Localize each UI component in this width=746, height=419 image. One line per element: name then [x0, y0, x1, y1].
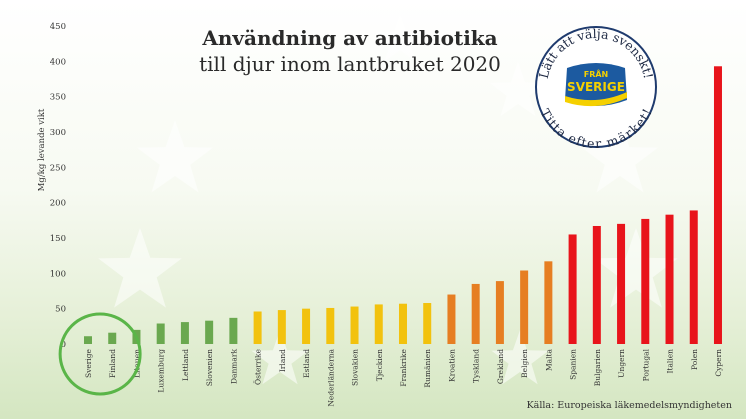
- x-tick-label: Frankrike: [399, 348, 408, 386]
- background-stars: [98, 14, 678, 385]
- x-tick-label: Italien: [666, 349, 675, 374]
- bar-Rumänien: [423, 303, 432, 344]
- x-tick-label: Danmark: [229, 349, 238, 384]
- y-tick-label: 250: [50, 163, 66, 173]
- x-tick-label: Portugal: [641, 348, 650, 381]
- bar-Luxemburg: [156, 323, 165, 344]
- background-star: [582, 120, 658, 193]
- background-star: [98, 228, 182, 308]
- bar-Ungern: [617, 223, 626, 344]
- bar-Estland: [302, 308, 311, 344]
- x-tick-label: Slovenien: [205, 349, 214, 386]
- bar-Slovakien: [350, 306, 359, 344]
- x-tick-label: Litauen: [132, 349, 141, 378]
- bar-Belgien: [520, 270, 529, 344]
- y-tick-label: 350: [50, 93, 66, 103]
- x-tick-label: Tyskland: [472, 349, 481, 383]
- x-tick-label: Kroatien: [447, 349, 456, 382]
- bar-Malta: [544, 261, 553, 344]
- source-note: Källa: Europeiska läkemedelsmyndigheten: [526, 400, 732, 411]
- y-tick-label: 0: [61, 340, 66, 350]
- y-tick-label: 200: [50, 199, 66, 209]
- background-star: [594, 228, 678, 308]
- logo-line2: SVERIGE: [567, 80, 625, 94]
- x-tick-label: Estland: [302, 349, 311, 378]
- bar-Nederländerna: [326, 307, 335, 344]
- bar-Italien: [665, 214, 674, 344]
- bar-Sverige: [84, 336, 92, 344]
- bar-Spanien: [568, 234, 577, 344]
- bar-Kroatien: [447, 294, 456, 344]
- y-tick-label: 50: [55, 305, 66, 315]
- x-tick-label: Belgien: [520, 349, 529, 378]
- bar-Österrike: [253, 311, 262, 344]
- x-tick-label: Malta: [544, 348, 553, 371]
- x-tick-label: Cypern: [714, 349, 723, 377]
- x-tick-label: Polen: [690, 349, 699, 370]
- y-tick-label: 400: [50, 57, 66, 67]
- bar-Grekland: [495, 281, 504, 344]
- highlight-circle-group: [58, 312, 142, 396]
- x-tick-label: Tjeckien: [375, 349, 384, 381]
- bar-Slovenien: [205, 320, 214, 344]
- y-axis: 0 50 100 150 200 250 300 350 400 450: [50, 22, 66, 350]
- background-star: [375, 14, 425, 61]
- bar-Frankrike: [398, 303, 407, 344]
- x-tick-label: Irland: [278, 349, 287, 372]
- y-tick-label: 300: [50, 128, 66, 138]
- bar-Tyskland: [471, 283, 480, 344]
- highlight-circle: [58, 312, 142, 396]
- bar-Danmark: [229, 317, 238, 344]
- background-star: [491, 330, 549, 385]
- background-star: [137, 120, 213, 193]
- x-tick-label: Spanien: [569, 349, 578, 380]
- x-tick-label: Lettland: [181, 349, 190, 381]
- bar-Portugal: [641, 218, 650, 344]
- fran-sverige-logo: FRÅN SVERIGE: [565, 63, 627, 107]
- x-tick-label: Slovakien: [351, 349, 360, 386]
- y-tick-label: 150: [50, 234, 66, 244]
- x-tick-label: Bulgarien: [593, 349, 602, 386]
- x-tick-label: Grekland: [496, 349, 505, 384]
- bar-Tjeckien: [374, 304, 383, 344]
- bar-Lettland: [180, 322, 189, 344]
- chart-title: Användning av antibiotika: [202, 26, 498, 50]
- x-tick-label: Rumänien: [423, 349, 432, 388]
- bar-Bulgarien: [592, 225, 601, 344]
- y-axis-label: Mg/kg levande vikt: [37, 108, 47, 191]
- x-tick-label: Österrike: [254, 348, 263, 385]
- x-axis: Sverige Finland Litauen Luxemburg Lettland Sl…: [84, 348, 723, 406]
- bar-Polen: [689, 210, 698, 344]
- x-tick-label: Ungern: [617, 349, 626, 378]
- y-tick-label: 450: [50, 22, 66, 32]
- bar-Irland: [277, 310, 286, 344]
- chart-subtitle: till djur inom lantbruket 2020: [199, 52, 501, 76]
- x-tick-label: Nederländerna: [326, 348, 335, 406]
- x-tick-label: Finland: [108, 349, 117, 378]
- x-tick-label: Sverige: [84, 348, 93, 378]
- fran-sverige-badge: Lätt att välja svenskt! Titta efter märk…: [535, 26, 657, 150]
- y-axis-label-group: Mg/kg levande vikt: [37, 108, 47, 191]
- y-tick-label: 100: [50, 269, 66, 279]
- background-star: [251, 330, 309, 385]
- bar-Cypern: [713, 66, 722, 344]
- x-tick-label: Luxemburg: [157, 349, 166, 393]
- logo-line1: FRÅN: [584, 69, 609, 79]
- background-star: [489, 62, 547, 117]
- bars: [84, 66, 722, 344]
- bar-Finland: [108, 332, 117, 344]
